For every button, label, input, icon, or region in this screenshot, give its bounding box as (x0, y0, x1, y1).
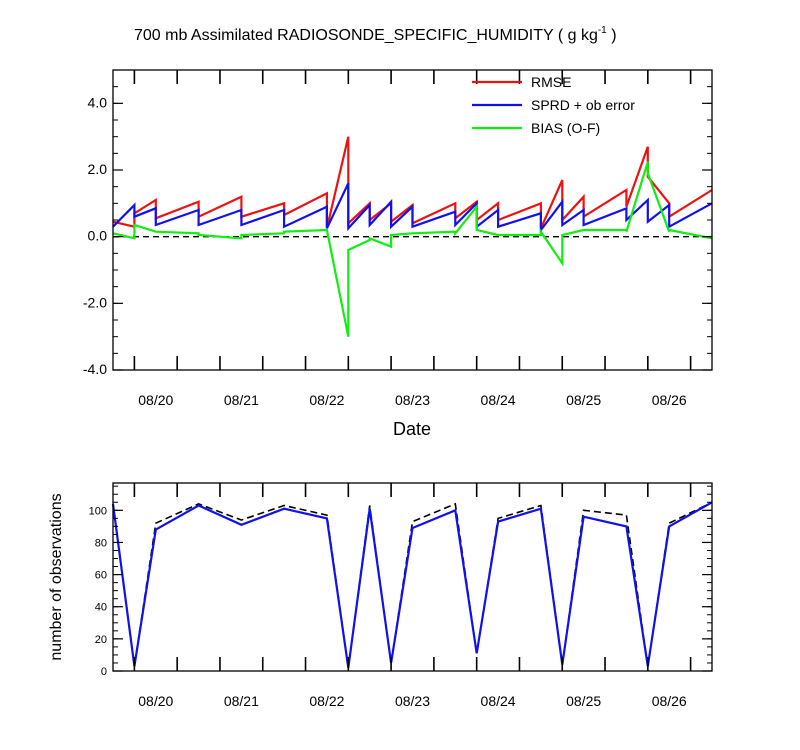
x-tick-label: 08/23 (395, 392, 430, 408)
legend: RMSE SPRD + ob error BIAS (O-F) (472, 74, 635, 136)
x-tick-label: 08/21 (224, 392, 259, 408)
y-axis-label-observations: number of observations (48, 493, 65, 660)
y-tick-label: 4.0 (88, 94, 108, 110)
series-line-1 (111, 501, 713, 668)
legend-label-1: SPRD + ob error (531, 97, 635, 113)
y-tick-label: 80 (95, 537, 107, 549)
x-tick-label: 08/23 (395, 693, 430, 709)
x-tick-label: 08/22 (309, 392, 344, 408)
x-tick-label: 08/20 (138, 392, 173, 408)
y-tick-label: -4.0 (83, 361, 107, 377)
chart-title-superscript: -1 (598, 25, 607, 36)
y-tick-label: 0 (101, 666, 107, 678)
x-axis-label: Date (393, 419, 431, 439)
legend-label-2: BIAS (O-F) (531, 120, 600, 136)
series-line-2 (112, 161, 713, 337)
y-tick-label: -2.0 (83, 294, 107, 310)
y-tick-label: 0.0 (88, 228, 108, 244)
x-tick-label: 08/22 (309, 693, 344, 709)
y-tick-label: 100 (89, 505, 107, 517)
x-tick-label: 08/20 (138, 693, 173, 709)
x-tick-label: 08/24 (481, 693, 516, 709)
x-tick-label: 08/21 (224, 693, 259, 709)
y-tick-label: 40 (95, 602, 107, 614)
x-tick-label: 08/26 (652, 392, 687, 408)
y-tick-label: 20 (95, 634, 107, 646)
chart-title: 700 mb Assimilated RADIOSONDE_SPECIFIC_H… (134, 25, 617, 44)
humidity-panel: 4.0 2.0 0.0 -2.0 -4.0 08/20 08/21 08/22 08/23 08/… (83, 69, 713, 408)
x-tick-label: 08/26 (652, 693, 687, 709)
x-tick-label: 08/25 (566, 392, 601, 408)
x-tick-label: 08/24 (481, 392, 516, 408)
observations-panel: 100 80 60 40 20 0 08/20 08/21 08/22 08/23 08/24 08/… (89, 482, 713, 709)
x-tick-label: 08/25 (566, 693, 601, 709)
series-line-1 (112, 182, 713, 234)
y-tick-label: 60 (95, 570, 107, 582)
legend-label-0: RMSE (531, 74, 571, 90)
y-tick-label: 2.0 (88, 161, 108, 177)
plot-frame (112, 482, 713, 672)
